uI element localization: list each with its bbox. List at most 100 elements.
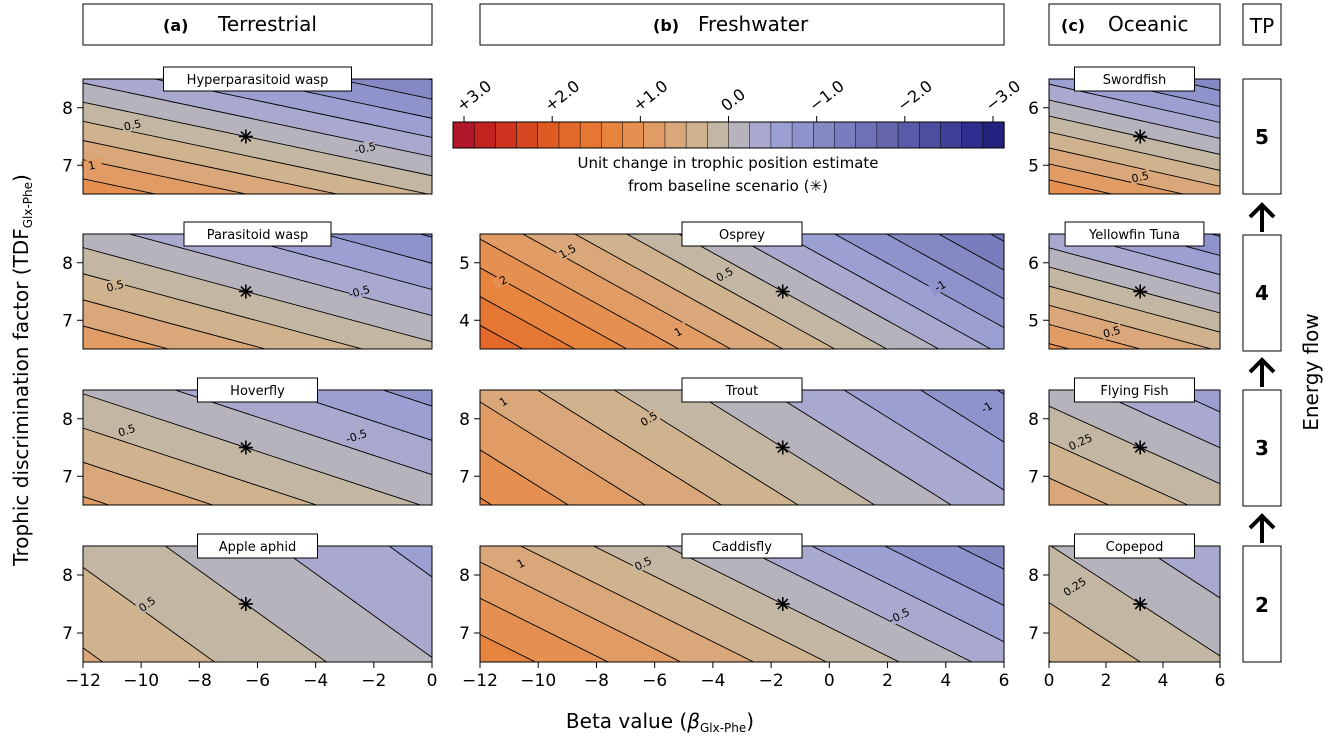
contour-line [152, 79, 432, 138]
colorbar-cell [728, 121, 751, 149]
colorbar-cell [918, 121, 942, 149]
contour-line [480, 597, 610, 662]
contour-line [83, 566, 216, 662]
colorbar-tick-label: −3.0 [982, 76, 1024, 115]
x-tick-label: −6 [642, 671, 667, 691]
species-label-box [1074, 66, 1195, 92]
contour-line [738, 546, 973, 662]
y-tick-label: 6 [1028, 254, 1039, 274]
contour-line [1049, 285, 1220, 333]
colorbar-cell [601, 121, 624, 149]
contour-fill [83, 546, 432, 662]
y-tick-label: 7 [1028, 467, 1039, 487]
y-tick-label: 7 [62, 311, 73, 331]
panel-yellowfin-tuna: 0.5 Yellowfin Tuna 5 6 [1028, 221, 1221, 350]
contour-label: -0.5 [344, 427, 368, 446]
colorbar-cell [516, 121, 539, 149]
x-tick-label: 2 [882, 671, 893, 691]
y-tick-label: 8 [459, 566, 470, 586]
energy-arrow-up-icon [1248, 357, 1276, 387]
colorbar-cell [495, 121, 518, 149]
x-tick-label: −8 [584, 671, 609, 691]
colorbar-cell [791, 121, 814, 149]
x-tick-label: −2 [361, 671, 386, 691]
y-tick-label: 7 [1028, 624, 1039, 644]
contour-label: -1 [932, 278, 948, 295]
y-tick-label: 7 [62, 467, 73, 487]
species-label: Osprey [719, 228, 765, 243]
species-label-box [1074, 533, 1195, 559]
baseline-star-icon [238, 597, 253, 611]
colorbar-cell [664, 121, 687, 149]
colorbar-cell [940, 121, 963, 149]
contour-line [1049, 99, 1220, 139]
baseline-star-icon [238, 284, 253, 299]
x-tick-label: 6 [1215, 671, 1226, 691]
species-label-box [197, 377, 318, 403]
contour-fill [480, 546, 1004, 662]
tp-number-5: 5 [1255, 125, 1269, 149]
contour-line [1049, 131, 1220, 171]
colorbar-cell [749, 121, 772, 149]
colorbar-cell [876, 121, 899, 149]
panel-swordfish: 0.5 Swordfish 5 6 [1028, 66, 1221, 195]
tp-number-3: 3 [1255, 436, 1269, 460]
x-tick-label: −2 [759, 671, 784, 691]
header-letter-c: (c) [1061, 16, 1085, 35]
tp-box-4 [1242, 234, 1282, 352]
contour-label: -0.5 [353, 140, 377, 157]
contour-line [173, 390, 432, 476]
header-terrestrial: (a) Terrestrial [82, 3, 433, 46]
colorbar-tick-label: +2.0 [541, 76, 583, 115]
contour-line [276, 546, 432, 659]
baseline-star-icon [775, 284, 790, 299]
contour-line [592, 546, 828, 662]
header-tp: TP [1242, 3, 1282, 46]
contour-line [480, 401, 646, 505]
species-label: Yellowfin Tuna [1088, 228, 1180, 243]
colorbar-cell [982, 121, 1005, 149]
x-tick-label: −4 [700, 671, 725, 691]
contour-line [480, 561, 682, 662]
species-label-box [681, 221, 803, 247]
baseline-star-icon [1133, 284, 1148, 299]
species-label: Flying Fish [1100, 384, 1168, 399]
contour-line [766, 390, 953, 505]
contour-line [521, 234, 732, 349]
colorbar-tick-label: +3.0 [453, 76, 495, 115]
contour-line [480, 238, 680, 349]
header-letter-a: (a) [163, 16, 188, 35]
colorbar-cell [579, 121, 602, 149]
contour-line [480, 267, 628, 349]
species-label: Hyperparasitoid wasp [187, 73, 329, 88]
species-label-box [681, 377, 803, 403]
contour-line [573, 234, 784, 349]
baseline-star-icon [1133, 129, 1148, 144]
colorbar-cell [855, 121, 878, 149]
contour-label: 0.5 [1102, 324, 1122, 341]
colorbar-cell [643, 121, 666, 149]
colorbar-tick-label: −2.0 [894, 76, 936, 115]
species-label-box [183, 221, 332, 247]
tp-box-3 [1242, 389, 1282, 507]
x-tick-label: 0 [1044, 671, 1055, 691]
species-label: Parasitoid wasp [207, 228, 309, 243]
x-tick-label: 4 [1158, 671, 1169, 691]
x-tick-label: 0 [824, 671, 835, 691]
x-tick-label: −12 [65, 671, 101, 691]
contour-label: 0.5 [105, 278, 125, 295]
header-name-terrestrial: Terrestrial [217, 12, 317, 36]
contour-label: 0.5 [123, 117, 143, 133]
species-label: Copepod [1106, 540, 1164, 555]
x-tick-label: −8 [187, 671, 212, 691]
species-label: Swordfish [1103, 73, 1166, 88]
colorbar-cell [537, 121, 560, 149]
species-label-box [163, 66, 352, 92]
contour-fill [83, 234, 432, 349]
y-tick-label: 4 [459, 311, 470, 331]
baseline-star-icon [238, 129, 253, 144]
panels: 1 0.5 -0.5 Hyperparasitoid wasp 7 8 0.5 -0.5 Par… [62, 66, 1226, 691]
y-tick-label: 7 [62, 624, 73, 644]
